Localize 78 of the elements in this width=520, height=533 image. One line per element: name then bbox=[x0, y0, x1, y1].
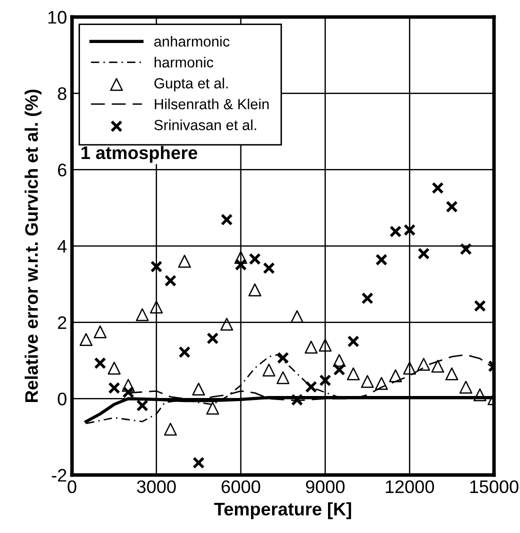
point bbox=[360, 375, 374, 388]
point bbox=[206, 332, 219, 344]
y-tick-label: 10 bbox=[48, 10, 66, 24]
point bbox=[150, 260, 162, 273]
point bbox=[375, 376, 388, 390]
point bbox=[361, 292, 374, 304]
y-tick-label: 2 bbox=[58, 316, 66, 329]
legend-label: harmonic bbox=[154, 56, 214, 68]
x-axis-title: Temperature [K] bbox=[214, 502, 352, 520]
legend-label: Hilsenrath & Klein bbox=[154, 98, 269, 110]
point bbox=[290, 310, 304, 324]
point bbox=[446, 200, 458, 213]
x-tick-label: 0 bbox=[68, 480, 76, 494]
point bbox=[178, 346, 191, 358]
point bbox=[474, 300, 486, 312]
x-tick-label: 15000 bbox=[470, 480, 518, 494]
point bbox=[234, 251, 248, 264]
point bbox=[94, 325, 107, 338]
legend-label: Srinivasan et al. bbox=[154, 120, 256, 130]
annotation: 1 atmosphere bbox=[82, 146, 198, 163]
point bbox=[262, 364, 276, 376]
point bbox=[304, 340, 318, 354]
x-tick-label: 12000 bbox=[386, 480, 434, 494]
point bbox=[220, 214, 233, 226]
x-tick-label: 6000 bbox=[222, 480, 260, 494]
point bbox=[150, 300, 163, 314]
point bbox=[318, 338, 332, 352]
point bbox=[192, 382, 206, 396]
y-tick-label: 0 bbox=[58, 392, 66, 406]
y-tick-label: -2 bbox=[52, 468, 66, 482]
point bbox=[248, 283, 262, 296]
point bbox=[403, 362, 416, 375]
point bbox=[418, 248, 430, 260]
point bbox=[347, 335, 360, 348]
y-axis-title: Relative error w.r.t. Gurvich et al. (%) bbox=[24, 90, 42, 402]
point bbox=[262, 262, 275, 274]
point bbox=[404, 224, 416, 236]
point bbox=[319, 374, 332, 386]
point bbox=[346, 367, 360, 380]
point bbox=[164, 274, 177, 287]
point bbox=[234, 258, 247, 271]
point bbox=[206, 402, 220, 415]
legend-label: Gupta et al. bbox=[154, 78, 228, 92]
point bbox=[80, 333, 92, 346]
point bbox=[460, 243, 472, 256]
point bbox=[276, 371, 290, 384]
point bbox=[332, 354, 346, 367]
point bbox=[333, 364, 346, 376]
point bbox=[220, 318, 234, 331]
y-tick-label: 8 bbox=[58, 87, 66, 100]
y-tick-label: 4 bbox=[58, 240, 67, 253]
point bbox=[459, 380, 472, 394]
point bbox=[445, 367, 458, 380]
point bbox=[291, 394, 304, 406]
point bbox=[122, 378, 135, 392]
point bbox=[389, 225, 402, 238]
x-tick-label: 3000 bbox=[137, 480, 176, 494]
point bbox=[389, 369, 402, 382]
point bbox=[94, 357, 106, 370]
point bbox=[108, 382, 120, 394]
point bbox=[417, 358, 430, 371]
x-tick-label: 9000 bbox=[306, 480, 345, 494]
point bbox=[432, 182, 444, 194]
point bbox=[305, 380, 318, 393]
point bbox=[431, 360, 444, 373]
point bbox=[178, 254, 191, 268]
point bbox=[136, 399, 148, 412]
point bbox=[375, 254, 388, 266]
point bbox=[474, 388, 486, 402]
point bbox=[276, 352, 290, 364]
point bbox=[122, 386, 134, 398]
point bbox=[136, 308, 149, 322]
legend-label: anharmonic bbox=[154, 36, 230, 47]
y-tick-label: 6 bbox=[58, 164, 66, 176]
point bbox=[248, 252, 261, 266]
point bbox=[192, 456, 205, 469]
point bbox=[164, 422, 177, 436]
point bbox=[108, 362, 121, 375]
